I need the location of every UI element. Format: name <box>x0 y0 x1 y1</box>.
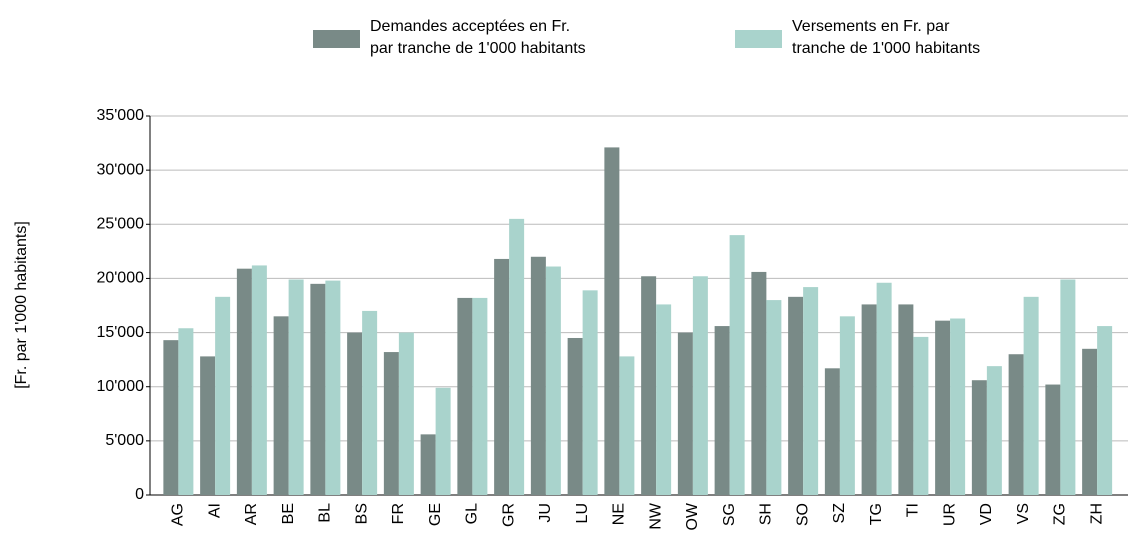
y-tick-label: 20'000 <box>96 270 144 287</box>
bar <box>751 271 767 495</box>
y-tick-label: 15'000 <box>96 324 144 341</box>
bar <box>347 332 363 495</box>
legend-label: Versements en Fr. par tranche de 1'000 ha… <box>792 18 980 57</box>
x-tick-label: SG <box>721 503 738 526</box>
bar <box>1023 296 1039 495</box>
bar <box>273 316 289 495</box>
x-tick-label: BE <box>280 503 297 524</box>
bar <box>986 366 1002 495</box>
bar <box>472 297 488 495</box>
x-tick-label: ZG <box>1052 503 1069 525</box>
bar <box>288 279 304 495</box>
bar <box>898 304 914 495</box>
bar <box>236 268 252 495</box>
x-tick-label: TG <box>868 503 885 525</box>
bar <box>913 336 929 495</box>
bar <box>582 290 598 495</box>
bar <box>178 328 194 495</box>
bar <box>398 332 414 495</box>
bar <box>971 380 987 495</box>
x-tick-label: SH <box>758 503 775 525</box>
x-tick-label: VD <box>978 503 995 525</box>
bar <box>950 318 966 495</box>
bar <box>310 283 326 495</box>
bar <box>604 147 620 495</box>
y-tick-label: 30'000 <box>96 161 144 178</box>
bar <box>824 368 840 495</box>
x-tick-label: OW <box>684 502 701 530</box>
bar <box>251 265 267 495</box>
x-tick-label: AG <box>170 503 187 526</box>
bar <box>383 352 399 495</box>
bar <box>677 332 693 495</box>
bar <box>325 280 341 495</box>
x-tick-label: NW <box>647 502 664 530</box>
x-tick-label: AI <box>206 503 223 518</box>
bar <box>457 297 473 495</box>
x-tick-label: FR <box>390 503 407 524</box>
bar <box>1045 384 1061 495</box>
bar <box>163 340 179 495</box>
bar <box>788 296 804 495</box>
bar <box>567 337 583 495</box>
bar <box>530 256 546 495</box>
x-tick-label: AR <box>243 503 260 525</box>
legend-label: Demandes acceptées en Fr. par tranche de … <box>370 18 586 57</box>
bar <box>1060 279 1076 495</box>
y-tick-label: 25'000 <box>96 216 144 233</box>
bar <box>766 300 782 495</box>
x-tick-label: UR <box>941 503 958 526</box>
bar <box>803 287 819 495</box>
legend-swatch <box>735 30 782 48</box>
x-tick-label: TI <box>905 503 922 517</box>
bar <box>200 356 216 495</box>
bar <box>435 387 451 495</box>
x-tick-label: BS <box>353 503 370 524</box>
bar <box>545 266 561 495</box>
bar <box>362 310 378 495</box>
bar <box>935 320 951 495</box>
bar <box>656 304 672 495</box>
x-tick-label: GR <box>500 503 517 527</box>
bar <box>729 235 745 495</box>
x-tick-label: JU <box>537 503 554 523</box>
bar <box>420 434 436 495</box>
x-tick-label: LU <box>574 503 591 523</box>
bar <box>494 258 510 495</box>
y-tick-label: 5'000 <box>105 432 144 449</box>
y-tick-label: 0 <box>135 486 144 503</box>
bar <box>619 356 635 495</box>
x-tick-label: GL <box>464 503 481 524</box>
legend-swatch <box>313 30 360 48</box>
x-tick-label: SO <box>794 503 811 526</box>
x-tick-label: NE <box>611 503 628 525</box>
x-tick-label: VS <box>1015 503 1032 524</box>
x-tick-label: BL <box>317 503 334 523</box>
bar <box>509 218 525 495</box>
y-tick-label: 10'000 <box>96 378 144 395</box>
bar <box>1008 354 1024 495</box>
y-axis-label: [Fr. par 1'000 habitants] <box>13 221 30 389</box>
x-tick-label: ZH <box>1088 503 1105 524</box>
bar <box>714 326 730 495</box>
bar <box>1082 348 1098 495</box>
bar <box>876 282 892 495</box>
bar <box>641 276 657 495</box>
bar <box>1097 326 1113 495</box>
x-tick-label: SZ <box>831 503 848 524</box>
bar <box>215 296 231 495</box>
x-tick-label: GE <box>427 503 444 526</box>
bar <box>861 304 877 495</box>
y-tick-label: 35'000 <box>96 107 144 124</box>
bar <box>839 316 855 495</box>
bar <box>692 276 708 495</box>
